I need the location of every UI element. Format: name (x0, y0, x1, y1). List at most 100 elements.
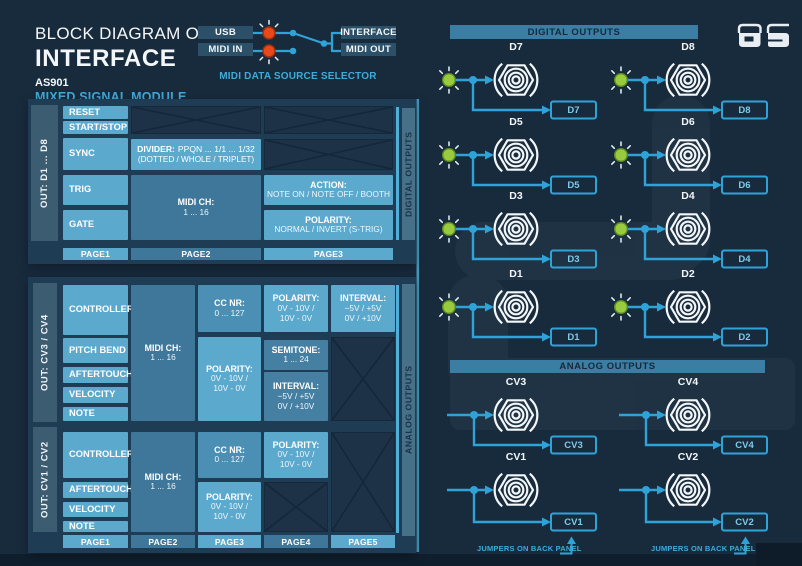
not-applicable-cell (264, 106, 393, 134)
midi-ch-cell: MIDI CH: 1 ... 16 (131, 432, 195, 532)
output-box-d4: D4 (738, 253, 751, 265)
interval-l1: −5V / +5V (277, 390, 315, 401)
output-unit-cv2 (619, 472, 768, 532)
output-box-cv2: CV2 (735, 516, 754, 528)
midi-ch-cell: MIDI CH: 1 ... 16 (131, 285, 195, 421)
output-unit-cv3 (447, 397, 597, 455)
jack-label-cv4: CV4 (677, 376, 699, 388)
output-unit-d6 (611, 137, 768, 195)
output-box-cv3: CV3 (564, 439, 583, 451)
midi-ch-title: MIDI CH: (177, 197, 215, 208)
jack-label-cv3: CV3 (505, 376, 527, 388)
jack-label-cv1: CV1 (505, 451, 527, 463)
row-aftertouch: AFTERTOUCH (63, 482, 133, 498)
tab-page2: PAGE2 (131, 535, 195, 548)
interval-title: INTERVAL: (272, 381, 320, 392)
jack-label-d2: D2 (681, 268, 695, 280)
jack-label-cv2: CV2 (677, 451, 699, 463)
output-unit-cv4 (619, 397, 768, 455)
not-applicable-cell (331, 337, 395, 421)
jack-label-d8: D8 (681, 41, 695, 53)
usb-port-box: USB (198, 26, 253, 39)
selector-caption: MIDI DATA SOURCE SELECTOR (219, 71, 377, 82)
polarity-l1: 0V - 10V / (277, 302, 315, 313)
cc-nr-cell: CC NR: 0 ... 127 (198, 285, 261, 332)
output-unit-d1 (439, 289, 597, 347)
interval-l1: −5V / +5V (344, 302, 382, 313)
up-arrow-icon (560, 536, 576, 555)
jack-label-d4: D4 (681, 190, 695, 202)
midi-ch-cell: MIDI CH: 1 ... 16 (131, 175, 261, 240)
divider-value2: (DOTTED / WHOLE / TRIPLET) (137, 154, 255, 164)
jack-label-d6: D6 (681, 116, 695, 128)
divider-title: DIVIDER: (137, 144, 175, 155)
divider-rule (416, 99, 420, 552)
row-trig: TRIG (63, 175, 128, 205)
cc-nr-title: CC NR: (214, 444, 245, 455)
row-sync: SYNC (63, 138, 128, 170)
bottom-edge-band (0, 554, 802, 566)
not-applicable-cell (264, 482, 328, 532)
corner-block (756, 543, 802, 566)
row-aftertouch: AFTERTOUCH (63, 367, 133, 383)
analog-outputs-header: ANALOG OUTPUTS (450, 360, 765, 373)
row-velocity: VELOCITY (63, 387, 128, 403)
row-note: NOTE (63, 521, 128, 532)
jumper-note-left: JUMPERS ON BACK PANEL (477, 544, 582, 553)
not-applicable-cell (131, 106, 261, 134)
interval-cell: INTERVAL: −5V / +5V 0V / +10V (264, 372, 328, 421)
polarity-cell: POLARITY: 0V - 10V / 10V - 0V (198, 482, 261, 532)
semitone-cell: SEMITONE: 1 ... 24 (264, 340, 328, 370)
tab-page2: PAGE2 (131, 248, 261, 260)
polarity-title: POLARITY: (206, 363, 253, 374)
action-cell: ACTION: NOTE ON / NOTE OFF / BOOTH (264, 175, 393, 205)
output-unit-d5 (439, 137, 597, 195)
polarity-cell: POLARITY: 0V - 10V / 10V - 0V (198, 337, 261, 421)
midi-ch-value: 1 ... 16 (183, 206, 209, 217)
led-red-icon (259, 19, 279, 40)
switch-lever (251, 31, 343, 53)
tab-page3: PAGE3 (264, 248, 393, 260)
interval-cell: INTERVAL: −5V / +5V 0V / +10V (331, 285, 395, 332)
digital-config-table: OUT: D1 ... D8 RESET START/STOP SYNC TRI… (28, 99, 416, 264)
not-applicable-cell (331, 432, 395, 532)
polarity-title: POLARITY: (272, 439, 320, 450)
output-box-d7: D7 (567, 104, 580, 116)
led-red-icon (259, 44, 279, 65)
analog-config-table: OUT: CV3 / CV4 OUT: CV1 / CV2 CONTROLLER… (28, 277, 416, 553)
output-box-d6: D6 (738, 179, 751, 191)
output-box-cv4: CV4 (735, 439, 754, 451)
polarity-cell: POLARITY: 0V - 10V / 10V - 0V (264, 432, 328, 478)
cc-nr-value: 0 ... 127 (214, 307, 245, 318)
polarity-title: POLARITY: (272, 293, 320, 304)
row-note: NOTE (63, 407, 128, 421)
midi-selector-wiring (251, 19, 343, 65)
junction-dot (289, 47, 297, 55)
polarity-value: NORMAL / INVERT (S-TRIG) (274, 224, 383, 235)
midi-ch-title: MIDI CH: (144, 471, 182, 482)
row-controller: CONTROLLER (63, 432, 134, 478)
action-value: NOTE ON / NOTE OFF / BOOTH (266, 189, 391, 200)
cc-nr-title: CC NR: (214, 298, 245, 309)
output-box-d3: D3 (567, 253, 580, 265)
output-unit-d2 (611, 289, 768, 347)
polarity-cell: POLARITY: NORMAL / INVERT (S-TRIG) (264, 210, 393, 240)
tab-page5: PAGE5 (331, 535, 395, 548)
output-box-cv1: CV1 (564, 516, 583, 528)
interface-box: INTERFACE (340, 26, 397, 39)
tab-page4: PAGE4 (264, 535, 328, 548)
action-title: ACTION: (310, 179, 347, 190)
row-reset: RESET (63, 106, 128, 119)
jumper-note-right: JUMPERS ON BACK PANEL (651, 544, 756, 553)
interval-l2: 0V / +10V (344, 312, 382, 323)
out-d1-d8-strip: OUT: D1 ... D8 (31, 105, 58, 241)
output-unit-d4 (611, 211, 768, 269)
output-box-d1: D1 (567, 331, 580, 343)
midi-in-port-box: MIDI IN (198, 43, 253, 56)
output-unit-cv1 (447, 472, 597, 532)
brand-logo (737, 23, 789, 47)
up-arrow-icon (734, 536, 750, 555)
analog-outputs-strip: ANALOG OUTPUTS (402, 284, 415, 536)
interval-title: INTERVAL: (339, 293, 387, 304)
